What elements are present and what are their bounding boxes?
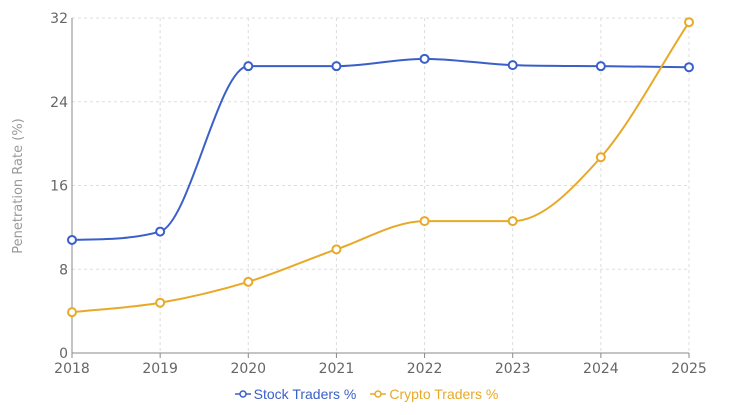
x-tick-label: 2023 xyxy=(495,361,531,377)
data-point xyxy=(595,152,606,163)
data-point xyxy=(419,53,430,64)
x-tick-label: 2018 xyxy=(54,361,90,377)
y-tick-label: 0 xyxy=(59,346,68,362)
grid xyxy=(72,17,690,354)
data-point xyxy=(419,216,430,227)
axes: 0 8 16 24 32 2018 2019 2020 2021 2022 2023 2024 2025 xyxy=(50,11,707,377)
data-point xyxy=(507,60,518,71)
x-tick-label: 2022 xyxy=(407,361,443,377)
legend-marker-icon xyxy=(370,390,387,398)
series-layer xyxy=(67,17,694,318)
data-point xyxy=(243,276,254,287)
data-point xyxy=(595,61,606,72)
series-line-0 xyxy=(71,57,690,241)
legend-item-stock[interactable]: Stock Traders % xyxy=(234,386,357,402)
legend-label: Crypto Traders % xyxy=(389,386,499,402)
data-point xyxy=(331,61,342,72)
data-point xyxy=(155,226,166,237)
x-tick-label: 2019 xyxy=(142,361,178,377)
legend-label: Stock Traders % xyxy=(253,386,357,402)
data-point xyxy=(67,234,77,245)
y-tick-label: 32 xyxy=(50,11,68,27)
data-point xyxy=(243,61,254,72)
y-tick-label: 16 xyxy=(50,179,68,195)
data-point xyxy=(331,244,342,255)
line-chart: 0 8 16 24 32 2018 2019 2020 2021 2022 2023 2024 2025… xyxy=(11,11,707,377)
data-point xyxy=(67,307,77,318)
legend-item-crypto[interactable]: Crypto Traders % xyxy=(370,386,498,402)
data-point xyxy=(155,297,166,308)
x-tick-label: 2024 xyxy=(583,361,619,377)
y-tick-label: 24 xyxy=(50,95,68,111)
legend: Stock Traders % Crypto Traders % xyxy=(0,386,733,402)
y-axis-label: Penetration Rate (%) xyxy=(11,118,26,254)
x-tick-label: 2025 xyxy=(671,361,707,377)
data-point xyxy=(684,17,694,28)
data-point xyxy=(684,62,694,73)
data-point xyxy=(507,216,518,227)
y-tick-label: 8 xyxy=(59,262,68,278)
x-tick-label: 2020 xyxy=(230,361,266,377)
legend-marker-icon xyxy=(234,390,251,398)
x-tick-label: 2021 xyxy=(319,361,355,377)
